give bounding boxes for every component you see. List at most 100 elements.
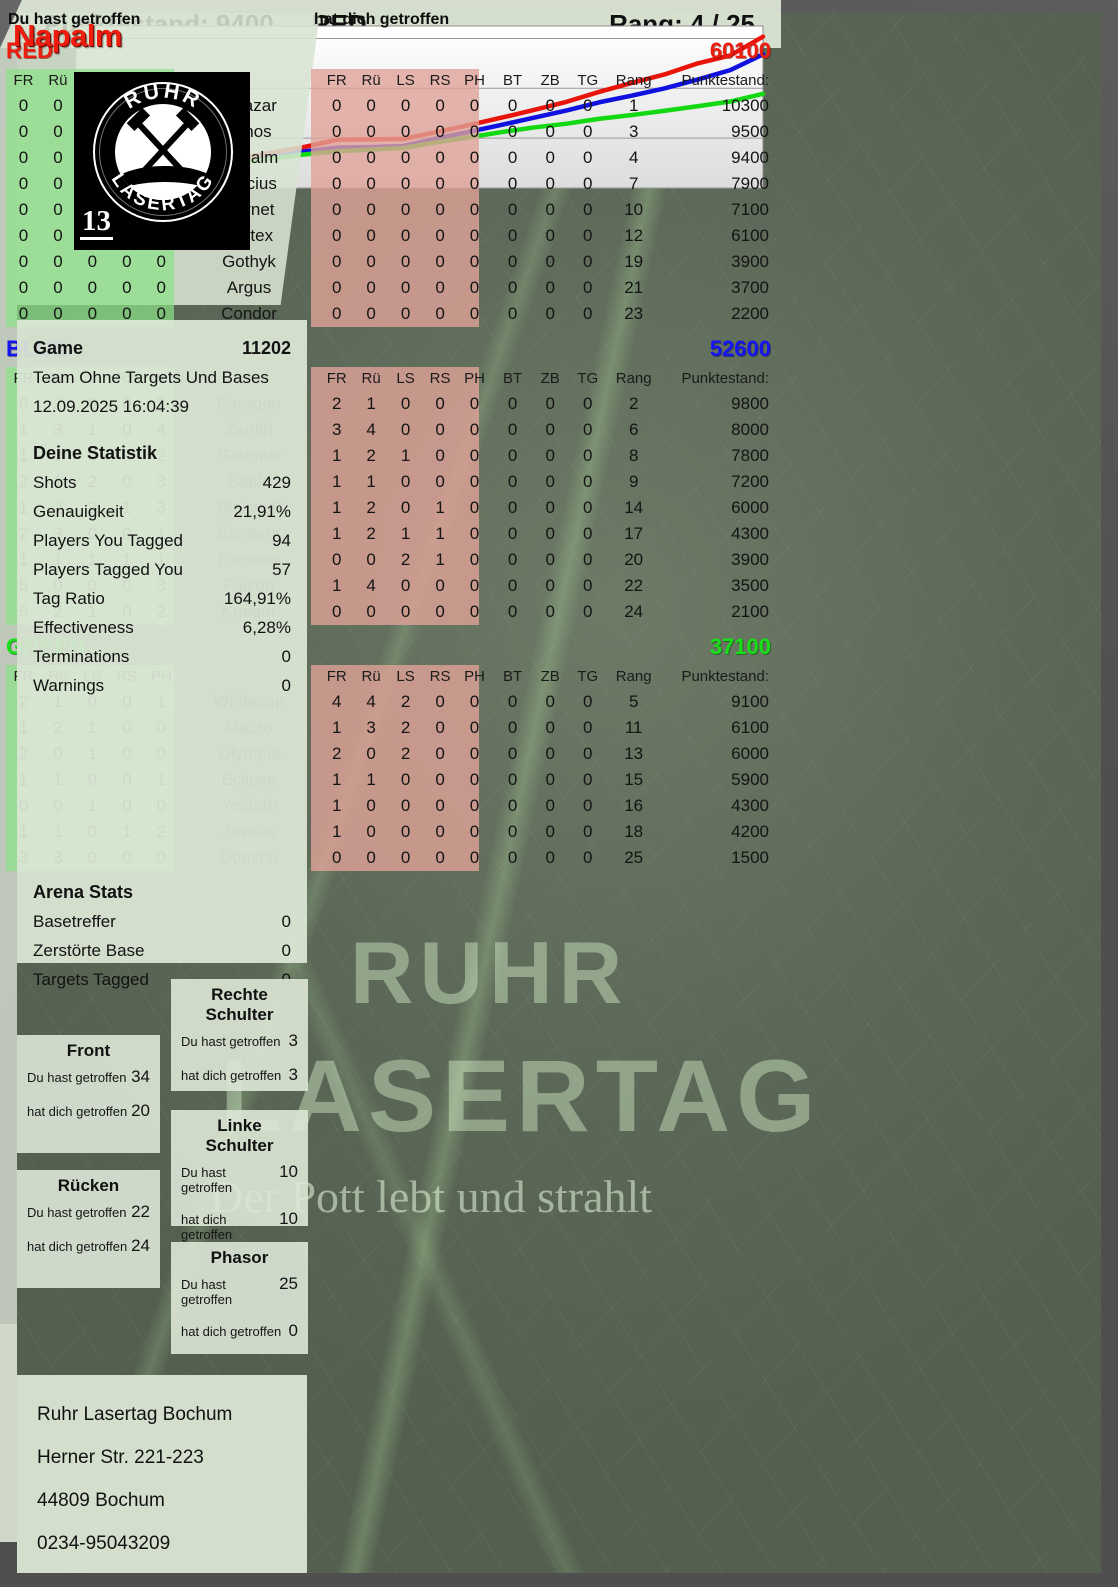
table-row: 0 0 0 0 0 Argus 0 0 0 0 0 0 0 0 21 3700	[0, 275, 781, 301]
cell-them-rs: 0	[435, 122, 445, 141]
col-header-bt: BT	[503, 72, 523, 89]
cell-bt: 0	[507, 148, 518, 167]
logo-number: 13	[80, 207, 113, 240]
cell-zb: 0	[545, 718, 555, 737]
cell-them-fr: 0	[331, 550, 342, 569]
cell-them-rü: 0	[366, 226, 376, 245]
cell-tg: 0	[583, 200, 593, 219]
cell-you-fr: 0	[18, 278, 29, 297]
cell-them-ls: 0	[400, 394, 411, 413]
bodypart-got-value: 3	[288, 1065, 298, 1084]
stat-label: Shots	[33, 473, 77, 492]
team-total-score: 60100	[709, 38, 771, 63]
table-row: 0 0 0 0 0 Condor 0 0 0 0 0 0 0 0 23 2200	[0, 301, 781, 327]
cell-tg: 0	[583, 394, 593, 413]
cell-zb: 0	[545, 498, 555, 517]
game-label: Game	[33, 338, 84, 358]
cell-them-rs: 0	[435, 394, 445, 413]
cell-bt: 0	[507, 472, 518, 491]
cell-them-fr: 1	[331, 498, 342, 517]
cell-them-rü: 0	[366, 848, 376, 867]
cell-tg: 0	[583, 122, 593, 141]
cell-them-rs: 0	[435, 576, 445, 595]
col-header-them-rü: Rü	[361, 370, 381, 387]
col-header-zb: ZB	[540, 370, 560, 387]
bodypart-got-label: hat dich getroffen	[27, 1239, 128, 1254]
cell-them-fr: 3	[331, 420, 342, 439]
stat-label: Basetreffer	[33, 912, 116, 931]
cell-them-rü: 1	[366, 472, 376, 491]
cell-you-rü: 0	[53, 278, 63, 297]
cell-them-ls: 2	[400, 550, 411, 569]
tagged-you-highlight	[311, 665, 479, 871]
col-header-punktestand: Punktestand:	[681, 668, 769, 685]
cell-punktestand: 9500	[731, 122, 769, 141]
cell-rang: 11	[624, 718, 643, 737]
cell-tg: 0	[583, 472, 593, 491]
stat-row: Tag Ratio 164,91%	[33, 584, 291, 613]
cell-tg: 0	[583, 174, 593, 193]
cell-punktestand: 2100	[731, 602, 769, 621]
cell-them-ls: 0	[400, 252, 411, 271]
cell-rang: 4	[628, 148, 639, 167]
cell-them-rü: 3	[366, 718, 376, 737]
cell-rang: 12	[624, 226, 644, 245]
cell-punktestand: 6100	[731, 226, 769, 245]
cell-you-rü: 0	[53, 200, 63, 219]
cell-them-rs: 0	[435, 796, 445, 815]
cell-them-ls: 1	[400, 524, 411, 543]
bodypart-hit-row: Du hast getroffen 22	[27, 1202, 150, 1222]
logo-ring-inner	[99, 88, 227, 216]
cell-zb: 0	[545, 576, 555, 595]
cell-tg: 0	[583, 252, 593, 271]
cell-them-fr: 1	[331, 576, 342, 595]
cell-bt: 0	[507, 770, 518, 789]
col-header-you-rü: Rü	[48, 72, 68, 89]
cell-them-ph: 0	[469, 278, 480, 297]
bodypart-got-value: 24	[131, 1236, 150, 1255]
cell-you-rü: 0	[53, 122, 63, 141]
cell-them-fr: 0	[331, 304, 342, 323]
bodypart-hit-label: Du hast getroffen	[181, 1165, 233, 1195]
cell-bt: 0	[507, 602, 518, 621]
cell-player-name: Condor	[221, 304, 277, 323]
cell-them-rs: 0	[435, 96, 445, 115]
cell-punktestand: 6100	[731, 718, 769, 737]
cell-zb: 0	[545, 472, 555, 491]
cell-them-rs: 0	[435, 472, 445, 491]
cell-them-ph: 0	[469, 252, 480, 271]
bodypart-hit-row: Du hast getroffen 34	[27, 1067, 150, 1087]
stat-label: Terminations	[33, 647, 130, 666]
cell-them-ph: 0	[469, 200, 480, 219]
cell-them-rs: 0	[435, 174, 445, 193]
stat-value: 57	[272, 560, 291, 579]
cell-them-rü: 0	[366, 796, 376, 815]
cell-them-ph: 0	[469, 550, 480, 569]
cell-bt: 0	[507, 200, 518, 219]
cell-them-ph: 0	[469, 96, 480, 115]
cell-them-fr: 2	[331, 744, 342, 763]
stat-value: 0	[281, 647, 291, 666]
cell-zb: 0	[545, 770, 555, 789]
page-title: Napalm	[13, 18, 122, 53]
cell-punktestand: 3900	[731, 550, 769, 569]
cell-player-name: Gothyk	[222, 252, 276, 271]
stat-value: 0	[281, 676, 291, 695]
cell-zb: 0	[545, 744, 555, 763]
cell-you-ls: 0	[87, 252, 98, 271]
bodypart-title: Phasor	[210, 1248, 269, 1267]
bodypart-title: Rücken	[57, 1176, 120, 1195]
col-header-them-fr: FR	[326, 72, 347, 89]
cell-tg: 0	[583, 718, 593, 737]
cell-you-fr: 0	[18, 148, 29, 167]
cell-punktestand: 6000	[731, 744, 769, 763]
bodypart-card-ruecken: Rücken Du hast getroffen 22 hat dich get…	[17, 1170, 160, 1288]
cell-bt: 0	[507, 796, 518, 815]
you-tagged-header: Du hast getroffen	[8, 11, 141, 28]
cell-them-ls: 0	[400, 796, 411, 815]
cell-tg: 0	[583, 822, 593, 841]
arena-stats-list: Basetreffer 0 Zerstörte Base 0 Targets Tagge…	[33, 907, 291, 994]
col-header-them-ls: LS	[396, 370, 415, 387]
cell-them-ls: 0	[400, 498, 411, 517]
col-header-them-rü: Rü	[361, 72, 381, 89]
